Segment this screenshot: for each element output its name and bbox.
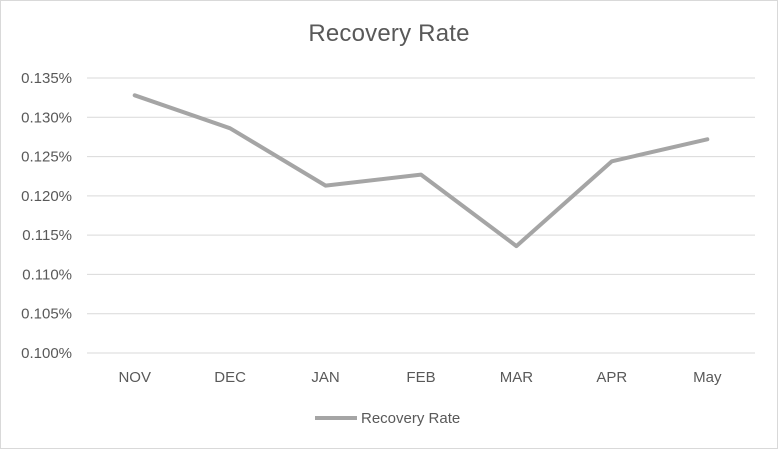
x-tick-label: DEC xyxy=(214,369,246,386)
y-tick-label: 0.125% xyxy=(21,149,72,166)
x-tick-label: May xyxy=(693,369,722,386)
x-axis-ticks: NOV DEC JAN FEB MAR APR May xyxy=(118,369,721,386)
gridlines xyxy=(87,77,755,354)
y-tick-label: 0.100% xyxy=(21,345,72,362)
legend: Recovery Rate xyxy=(315,408,460,428)
x-tick-label: NOV xyxy=(118,369,151,386)
legend-label: Recovery Rate xyxy=(361,409,461,427)
y-axis-ticks: 0.100% 0.105% 0.110% 0.115% 0.120% 0.125% 0.13… xyxy=(21,70,72,362)
x-tick-label: APR xyxy=(596,369,627,386)
legend-swatch xyxy=(315,416,357,420)
x-tick-label: MAR xyxy=(500,369,534,386)
series-line xyxy=(132,93,710,249)
y-tick-label: 0.115% xyxy=(22,227,72,244)
y-tick-label: 0.120% xyxy=(21,188,72,205)
y-tick-label: 0.110% xyxy=(22,266,72,283)
y-tick-label: 0.130% xyxy=(21,109,72,126)
y-tick-label: 0.135% xyxy=(21,70,72,87)
x-tick-label: JAN xyxy=(311,369,339,386)
chart-title: Recovery Rate xyxy=(308,20,470,47)
y-tick-label: 0.105% xyxy=(21,306,72,323)
x-tick-label: FEB xyxy=(406,369,435,386)
series-layer xyxy=(132,93,710,249)
